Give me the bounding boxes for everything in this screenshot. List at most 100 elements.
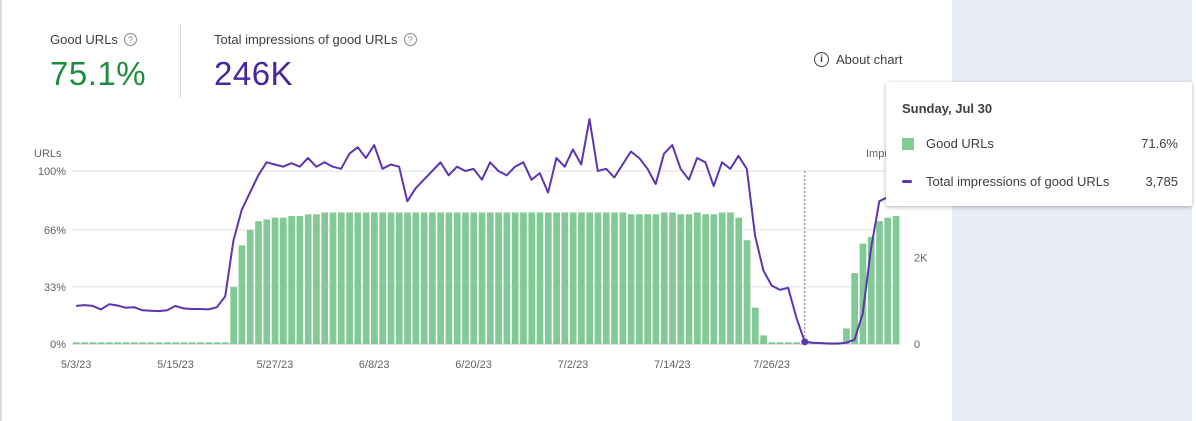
bar [727,212,734,344]
bar [81,342,88,344]
bar [511,212,519,344]
bar [636,214,643,344]
bar [412,212,420,344]
bar [205,342,213,344]
bar [718,212,726,344]
bar [660,212,668,344]
bar [213,342,221,344]
bar [760,335,767,344]
bar [594,212,602,344]
bar [652,214,660,344]
bar [89,342,97,344]
bar [743,240,751,344]
impressions-value: 246K [214,55,294,92]
bar [404,212,411,344]
good-urls-swatch [902,137,914,150]
bar [768,342,776,344]
bar [644,214,651,344]
impressions-metric[interactable]: Total impressions of good URLs ? 246K [214,32,417,93]
bar [544,212,552,344]
bar [230,286,237,344]
y-tick-label: 0% [50,339,66,351]
window-edge [1192,0,1196,421]
card-border [0,0,2,421]
bar [387,212,395,344]
good-urls-value: 75.1% [50,55,147,92]
help-icon[interactable]: ? [123,33,137,46]
bar [197,342,204,344]
bar [271,217,279,344]
bar [503,212,511,344]
bar [296,215,304,344]
bar [222,342,229,344]
bar [329,212,337,344]
bar [487,212,494,344]
bar [876,221,883,344]
x-tick-label: 7/26/23 [753,359,790,371]
tooltip-series-value: 71.6% [1141,136,1178,151]
bar [735,217,743,344]
bar [164,342,171,344]
y-tick-label: 100% [38,166,66,178]
hover-point [801,338,809,346]
tooltip-row-impressions: Total impressions of good URLs 3,785 [902,174,1178,189]
bar [437,212,444,344]
bar [97,342,105,344]
bar [346,212,353,344]
bar [553,212,560,344]
bar [843,328,850,344]
bar [246,229,254,344]
bar [578,212,585,344]
about-chart-button[interactable]: i About chart [814,52,903,67]
bar [462,212,469,344]
bar [561,212,569,344]
side-panel [952,0,1196,421]
x-tick-label: 5/3/23 [61,359,92,371]
bar [536,212,544,344]
bar [188,342,196,344]
help-icon[interactable]: ? [403,33,417,46]
x-tick-label: 7/14/23 [654,359,691,371]
bar [627,214,635,344]
bar [520,212,527,344]
performance-chart[interactable]: 0%33%66%100%URLs02K4KImpressions5/3/235/… [0,0,952,421]
bar [602,212,610,344]
bar [694,212,701,344]
good-urls-metric[interactable]: Good URLs ? 75.1% [50,32,146,93]
bar [130,342,138,344]
left-axis-title: URLs [34,148,62,160]
bar [586,212,594,344]
bar [884,217,892,344]
bar [569,212,577,344]
chart-card [0,0,952,421]
bar [470,212,478,344]
bar [280,217,287,344]
bar [313,214,320,344]
right-y-tick-label: 0 [914,339,920,351]
bar [528,212,536,344]
bar [851,273,858,344]
tooltip-date: Sunday, Jul 30 [902,101,993,116]
bar [867,236,875,344]
bar [420,212,428,344]
tooltip-series-name: Total impressions of good URLs [926,174,1110,189]
bar [73,342,80,344]
bar [139,342,146,344]
bar [147,342,155,344]
bar [776,342,784,344]
bar [710,214,718,344]
x-tick-label: 7/2/23 [558,359,589,371]
bar [685,214,693,344]
impressions-swatch [902,180,912,183]
x-tick-label: 5/15/23 [157,359,194,371]
right-y-tick-label: 2K [914,253,928,265]
x-tick-label: 6/20/23 [455,359,492,371]
bar [155,342,163,344]
bar [255,221,262,344]
bar [238,245,246,344]
bar [114,342,122,344]
x-tick-label: 5/27/23 [257,359,294,371]
bar [453,212,461,344]
bar [702,214,709,344]
metric-divider [180,24,181,98]
